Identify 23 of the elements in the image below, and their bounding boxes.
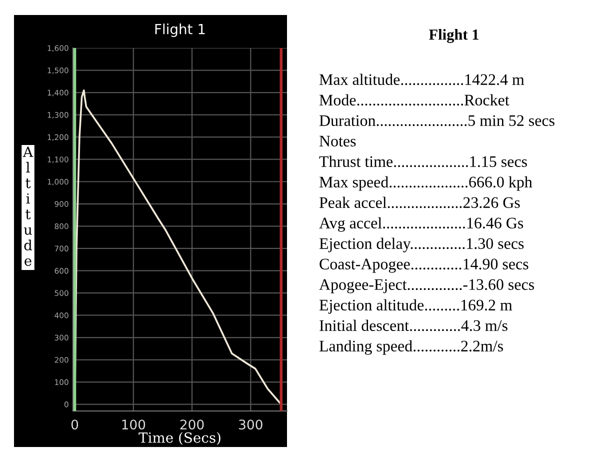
text: Landing speed............2.2m/s [319,340,503,355]
text: Ejection delay..............1.30 secs [319,238,524,252]
text: Thrust time...................1.15 secs [319,156,527,168]
text: Max speed....................666.0 kph [319,176,532,191]
x-axis-title: Time (Secs) [138,432,220,445]
text: Notes [319,136,356,146]
line-series [74,89,282,406]
text: Avg accel.....................16.46 Gs [319,217,524,232]
text: Peak accel...................23.26 Gs [319,196,520,208]
text: Ejection altitude.........169.2 m [319,299,512,314]
chart-title: Flight 1 [155,24,205,37]
text: Flight 1 [429,29,478,43]
text: Duration.......................5 min 52 secs [319,115,554,126]
x-tick-label: 300 [239,420,262,430]
text: Initial descent.............4.3 m/s [320,320,508,332]
x-tick-label: 100 [122,420,146,430]
x-tick-label: 0 [71,420,78,430]
x-tick-label: 200 [180,420,204,430]
y-axis-title: Altitude [22,146,34,266]
text: Mode...........................Rocket [319,94,510,106]
text: Apogee-Eject..............-13.60 secs [319,279,534,294]
text: Max altitude................1422.4 m [319,74,524,86]
text: Coast-Apogee.............14.90 secs [320,258,528,273]
